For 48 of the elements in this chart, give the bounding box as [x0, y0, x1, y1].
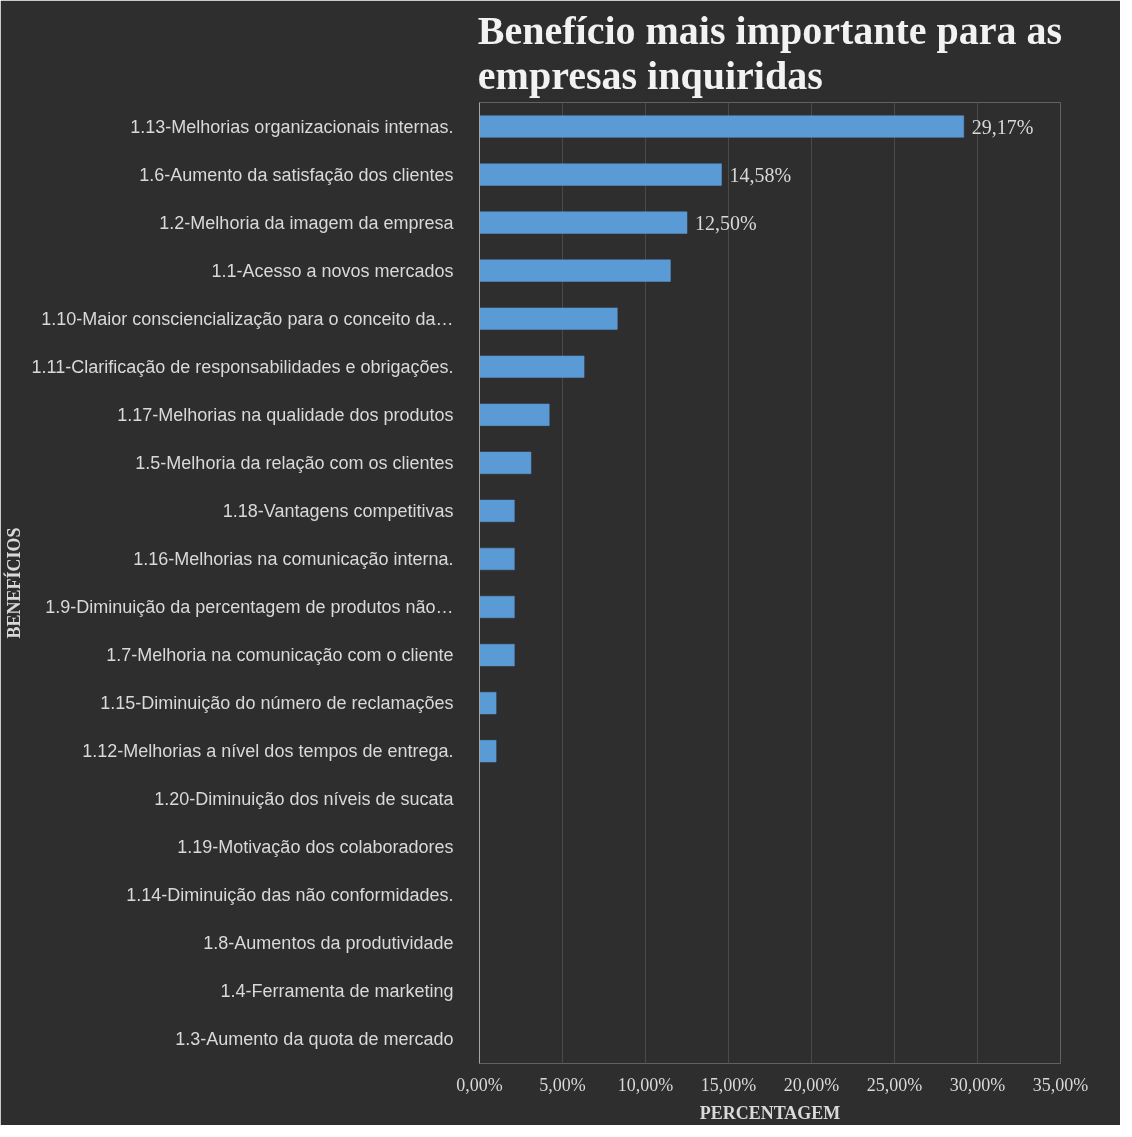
bar: [479, 595, 515, 619]
y-tick-label: 1.4-Ferramenta de marketing: [220, 981, 454, 1002]
y-tick-label: 1.10-Maior consciencialização para o conceito da…: [41, 308, 454, 329]
y-tick-label: 1.13-Melhorias organizacionais internas.: [130, 116, 454, 137]
bar: [479, 211, 688, 234]
y-tick-label: 1.5-Melhoria da relação com os clientes: [135, 452, 454, 473]
y-tick-label: 1.17-Melhorias na qualidade dos produtos: [117, 404, 454, 425]
bar: [479, 403, 550, 426]
bar: [479, 163, 722, 186]
bar: [479, 692, 497, 715]
x-tick-label: 10,00%: [617, 1074, 674, 1095]
y-tick-label: 1.6-Aumento da satisfação dos clientes: [139, 164, 454, 185]
y-tick-label: 1.7-Melhoria na comunicação com o cliente: [106, 645, 454, 666]
data-label: 29,17%: [971, 115, 1034, 138]
bar: [479, 355, 585, 378]
bar: [479, 259, 671, 282]
x-tick-label: 25,00%: [866, 1074, 923, 1095]
bar: [479, 451, 532, 474]
bar: [479, 740, 497, 763]
bar: [479, 644, 515, 667]
y-tick-label: 1.11-Clarificação de responsabilidades e obrigações.: [31, 356, 454, 377]
y-tick-label: 1.14-Diminuição das não conformidades.: [126, 885, 454, 906]
bar: [479, 547, 515, 571]
x-tick-label: 5,00%: [539, 1074, 586, 1095]
y-tick-label: 1.16-Melhorias na comunicação interna.: [133, 548, 454, 569]
data-label: 12,50%: [695, 211, 757, 234]
y-axis-title: BENEFÍCIOS: [2, 527, 24, 639]
y-tick-label: 1.12-Melhorias a nível dos tempos de entrega.: [82, 741, 454, 762]
y-tick-label: 1.19-Motivação dos colaboradores: [177, 837, 454, 858]
y-tick-label: 1.2-Melhoria da imagem da empresa: [159, 212, 455, 233]
x-tick-label: 35,00%: [1032, 1074, 1089, 1095]
y-tick-label: 1.3-Aumento da quota de mercado: [175, 1029, 454, 1050]
chart-title: Benefício mais importante para as empresas inquiridas: [477, 7, 1063, 98]
y-tick-label: 1.20-Diminuição dos níveis de sucata: [154, 789, 455, 810]
x-tick-label: 15,00%: [700, 1074, 757, 1095]
data-label: 14,58%: [729, 163, 792, 186]
y-tick-label: 1.1-Acesso a novos mercados: [211, 260, 454, 281]
y-tick-label: 1.18-Vantagens competitivas: [222, 500, 454, 521]
y-tick-label: 1.15-Diminuição do número de reclamações: [100, 693, 454, 714]
y-tick-label: 1.8-Aumentos da produtividade: [203, 933, 454, 954]
bar: [479, 307, 618, 330]
x-tick-label: 0,00%: [456, 1074, 503, 1095]
y-tick-label: 1.9-Diminuição da percentagem de produtos não…: [45, 597, 454, 618]
x-tick-label: 30,00%: [949, 1074, 1006, 1095]
bar: [479, 115, 964, 138]
x-axis-title: PERCENTAGEM: [699, 1102, 841, 1123]
bar: [479, 499, 515, 522]
x-tick-label: 20,00%: [783, 1074, 840, 1095]
